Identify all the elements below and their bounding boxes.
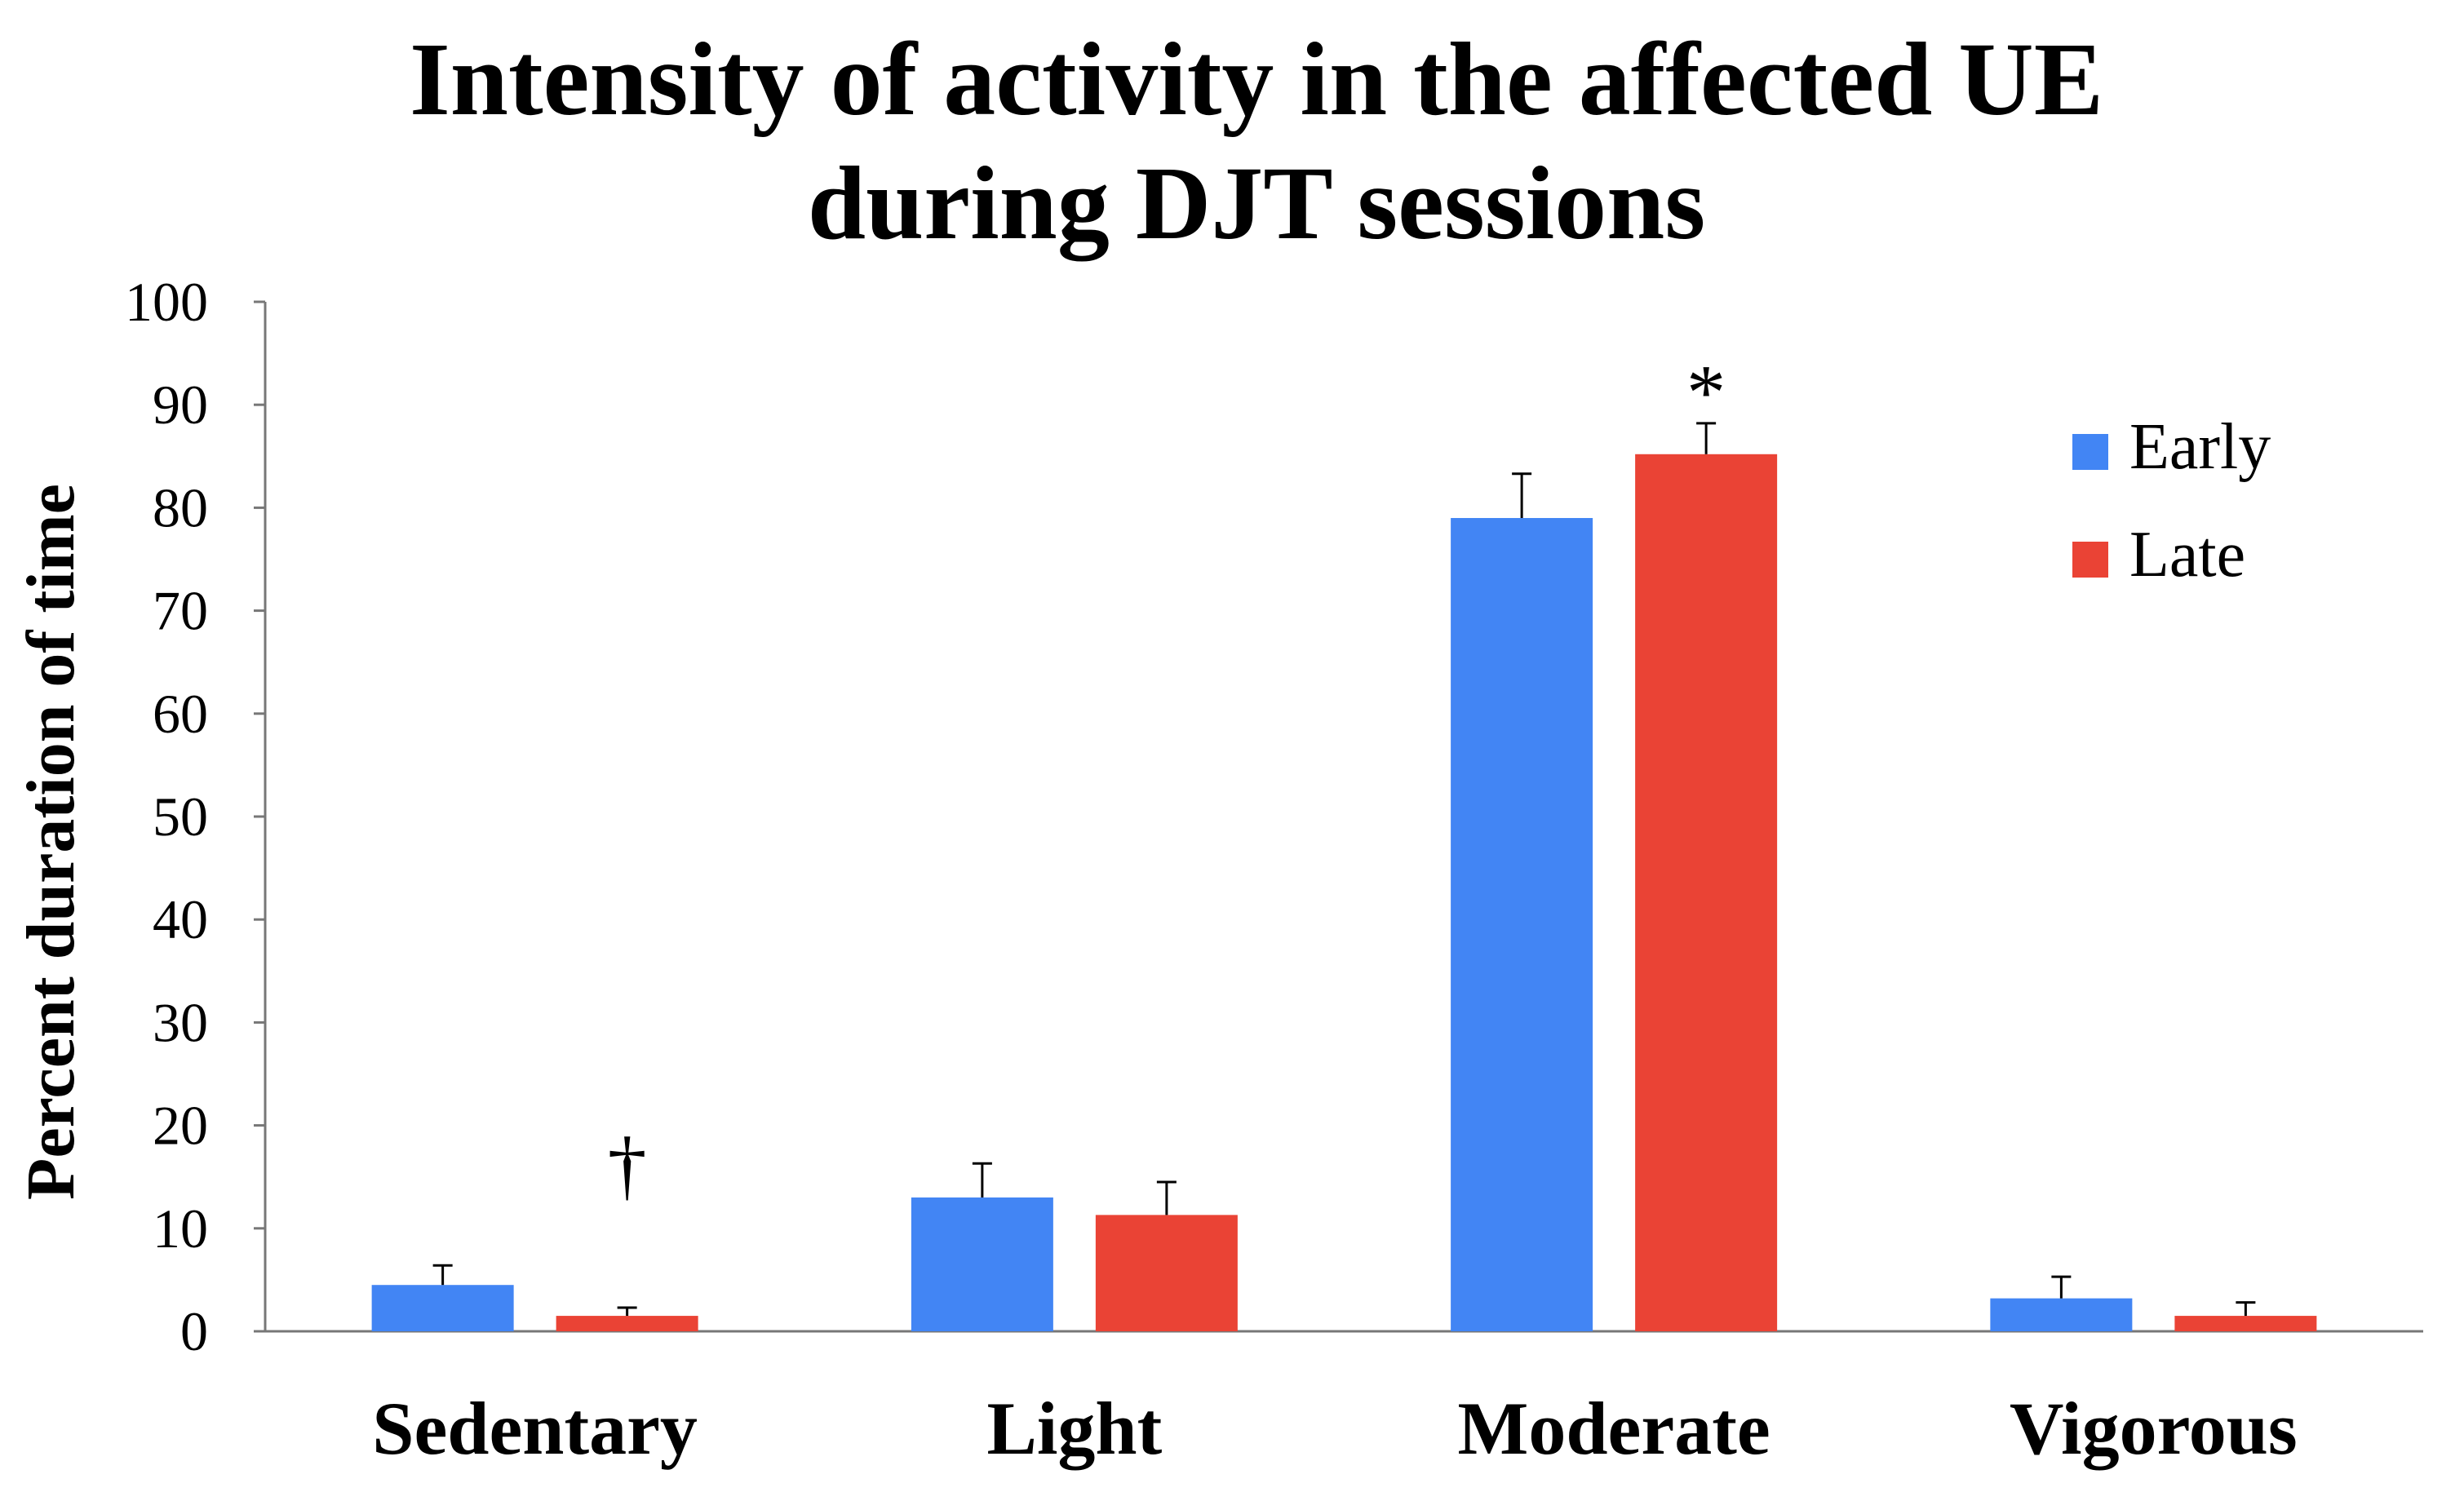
x-category-label: Light — [987, 1387, 1163, 1470]
x-category-label: Moderate — [1458, 1387, 1770, 1470]
bar-early-vigorous — [1990, 1298, 2133, 1331]
bar-late-sedentary — [556, 1316, 698, 1331]
y-tick-label: 80 — [153, 476, 208, 538]
chart-title-line-2: during DJT sessions — [808, 145, 1705, 261]
legend-label-late: Late — [2129, 519, 2245, 591]
bar-late-moderate — [1635, 454, 1778, 1331]
y-tick-label: 0 — [180, 1300, 208, 1362]
legend-swatch-early — [2072, 434, 2108, 470]
bar-early-light — [911, 1197, 1053, 1331]
y-axis-label: Percent duration of time — [13, 484, 89, 1200]
x-category-label: Vigorous — [2010, 1387, 2298, 1470]
significance-marker: † — [608, 1121, 647, 1208]
legend: Early Late — [2072, 411, 2271, 591]
bar-late-light — [1095, 1215, 1238, 1331]
y-tick-label: 30 — [153, 991, 208, 1053]
y-tick-label: 10 — [153, 1198, 208, 1260]
bar-early-sedentary — [371, 1285, 514, 1331]
legend-label-early: Early — [2129, 411, 2271, 483]
chart-title-line-1: Intensity of activity in the affected UE — [410, 21, 2103, 137]
y-tick-label: 90 — [153, 374, 208, 436]
significance-marker: * — [1686, 349, 1726, 436]
y-tick-label: 100 — [125, 271, 208, 333]
x-category-label: Sedentary — [372, 1387, 698, 1470]
y-tick-label: 40 — [153, 888, 208, 950]
legend-swatch-late — [2072, 542, 2108, 578]
plot-area: 0 10 20 30 40 50 60 70 80 90 100 Sedentary Light Mode… — [125, 271, 2423, 1470]
bar-early-moderate — [1451, 518, 1593, 1331]
y-tick-label: 50 — [153, 786, 208, 848]
y-tick-label: 60 — [153, 683, 208, 745]
y-tick-label: 20 — [153, 1095, 208, 1157]
y-tick-label: 70 — [153, 580, 208, 642]
bar-late-vigorous — [2174, 1316, 2317, 1331]
